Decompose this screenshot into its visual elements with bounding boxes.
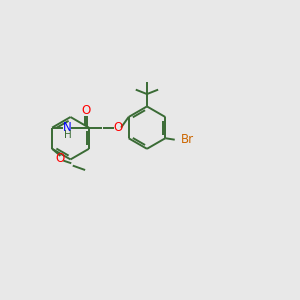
Text: O: O: [56, 152, 65, 165]
Text: O: O: [113, 121, 122, 134]
Text: H: H: [64, 130, 71, 140]
Text: N: N: [62, 121, 71, 134]
Text: Br: Br: [181, 133, 194, 146]
Text: O: O: [81, 104, 90, 117]
